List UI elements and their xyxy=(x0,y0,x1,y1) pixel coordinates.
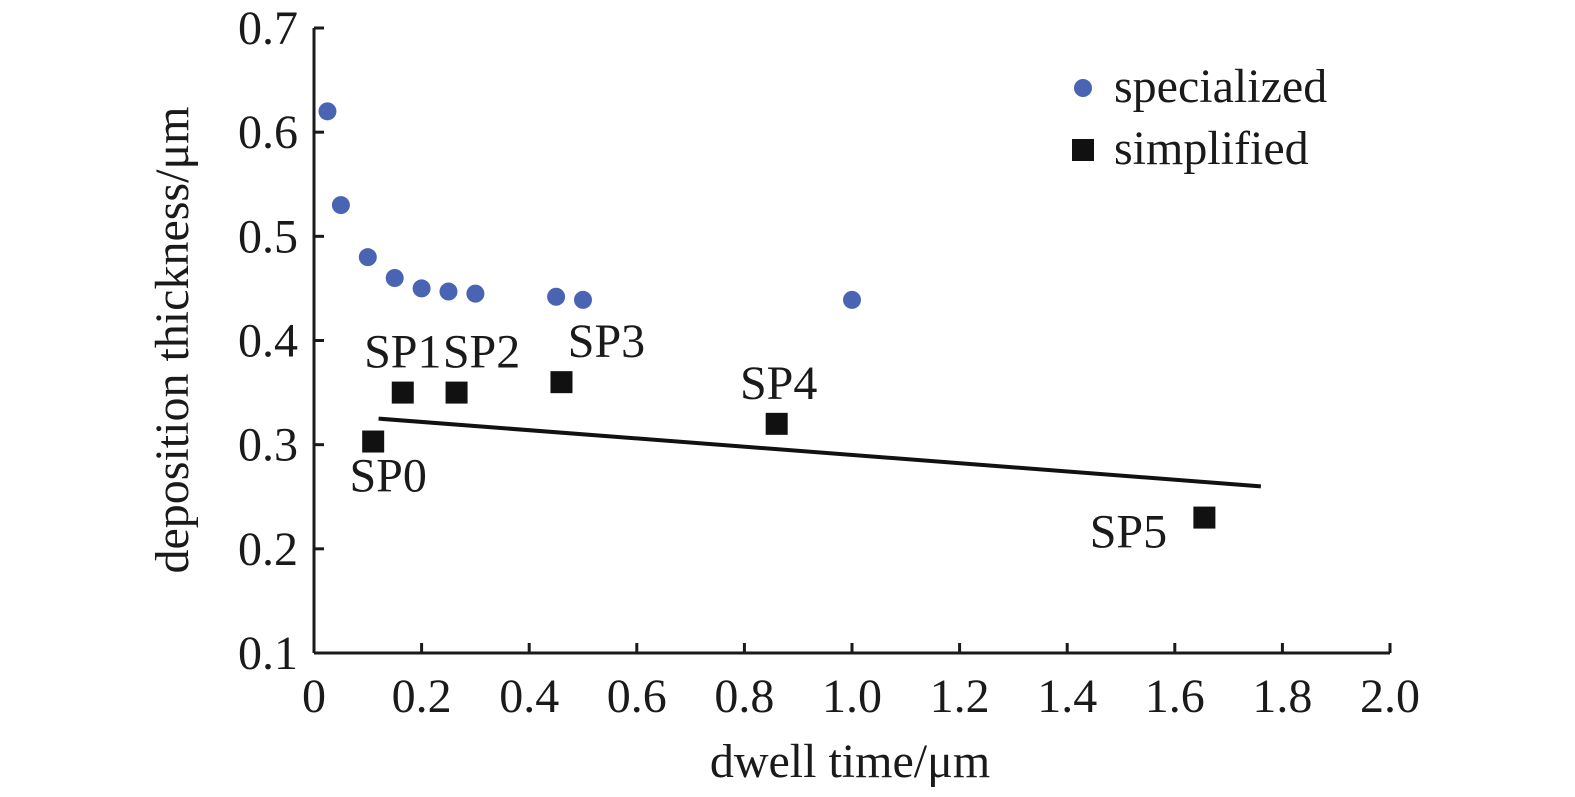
y-tick-label: 0.2 xyxy=(238,523,298,576)
legend-marker-specialized xyxy=(1074,79,1092,97)
specialized-point xyxy=(331,196,350,215)
x-axis-title: dwell time/μm xyxy=(710,735,990,788)
legend: specialized simplified xyxy=(1072,60,1327,175)
x-tick-label: 1.4 xyxy=(1037,670,1097,723)
specialized-point xyxy=(439,282,458,301)
point-labels: SP0 SP1 SP2 SP3 SP4 SP5 xyxy=(349,315,1167,558)
y-tick-label: 0.4 xyxy=(238,315,298,368)
x-tick-label: 0 xyxy=(302,670,326,723)
y-tick-label: 0.7 xyxy=(238,2,298,55)
point-label-sp3: SP3 xyxy=(568,315,645,368)
x-tick-label: 2.0 xyxy=(1360,670,1420,723)
x-tick-label: 0.4 xyxy=(499,670,559,723)
specialized-point xyxy=(843,290,861,309)
point-label-sp2: SP2 xyxy=(443,326,520,379)
y-axis-title: deposition thickness/μm xyxy=(146,106,199,573)
x-tick-label: 1.2 xyxy=(930,670,990,723)
specialized-point xyxy=(466,284,485,303)
legend-label-specialized: specialized xyxy=(1114,60,1327,113)
simplified-point xyxy=(362,430,385,453)
specialized-point xyxy=(547,287,566,306)
specialized-point xyxy=(358,248,377,267)
x-tick-label: 0.8 xyxy=(714,670,774,723)
simplified-point xyxy=(765,412,788,435)
y-tick-label: 0.3 xyxy=(238,419,298,472)
point-label-sp4: SP4 xyxy=(740,357,817,410)
x-axis-ticks: 0 0.2 0.4 0.6 0.8 1.0 1.2 1.4 1.6 1.8 2.0 xyxy=(302,643,1420,723)
specialized-point xyxy=(385,269,404,287)
point-label-sp5: SP5 xyxy=(1090,506,1167,559)
trendline-group xyxy=(378,416,1262,489)
x-tick-label: 1.0 xyxy=(822,670,882,723)
point-label-sp0: SP0 xyxy=(349,450,426,503)
y-tick-label: 0.1 xyxy=(238,627,298,680)
legend-label-simplified: simplified xyxy=(1114,122,1309,175)
simplified-point xyxy=(391,381,414,404)
simplified-point xyxy=(550,371,573,394)
y-axis-ticks: 0.1 0.2 0.3 0.4 0.5 0.6 0.7 xyxy=(238,2,324,680)
point-label-sp1: SP1 xyxy=(364,326,441,379)
x-tick-label: 1.8 xyxy=(1252,670,1312,723)
trendline xyxy=(378,416,1262,489)
y-tick-label: 0.6 xyxy=(238,106,298,159)
x-tick-label: 0.2 xyxy=(392,670,452,723)
y-tick-label: 0.5 xyxy=(238,210,298,263)
x-tick-label: 0.6 xyxy=(607,670,667,723)
legend-marker-simplified xyxy=(1072,139,1094,161)
specialized-point xyxy=(318,102,337,121)
x-tick-label: 1.6 xyxy=(1145,670,1205,723)
specialized-point xyxy=(412,279,431,298)
simplified-point xyxy=(1193,506,1216,529)
simplified-point xyxy=(445,381,468,404)
specialized-point xyxy=(574,290,592,309)
data-points xyxy=(318,102,1216,529)
